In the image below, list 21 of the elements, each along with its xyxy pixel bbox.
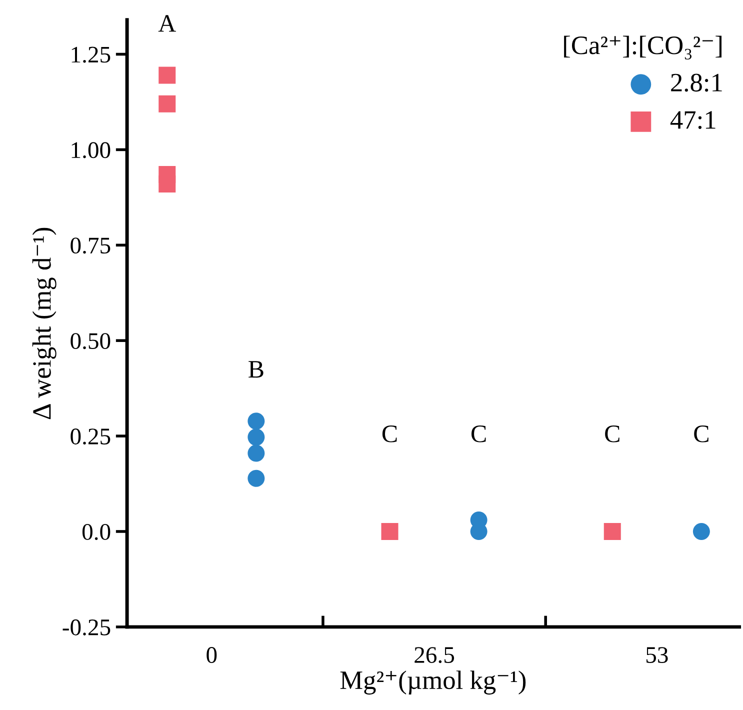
annotation: C [605, 425, 620, 442]
legend-label: 2.8:1 [671, 74, 722, 92]
x-tick-label: 53 [646, 647, 668, 663]
x-tick-label: 0 [206, 647, 217, 663]
annotation: A [158, 15, 176, 32]
y-tick-label: 1.00 [72, 142, 110, 158]
annotation: B [248, 361, 264, 378]
annotation: C [382, 425, 397, 442]
legend-title: [Ca²⁺]:[CO₃²⁻] [564, 36, 722, 60]
y-tick-label: -0.25 [62, 619, 110, 636]
y-axis-title: Δ weight (mg d⁻¹) [32, 228, 56, 420]
x-axis-title: Mg²⁺(µmol kg⁻¹) [340, 670, 526, 695]
legend-label: 47:1 [670, 111, 716, 129]
y-tick-label: 0.50 [70, 333, 110, 350]
y-tick-label: 0.25 [70, 428, 110, 445]
x-tick-label: 26.5 [414, 647, 454, 664]
y-tick-label: 0.0 [82, 524, 110, 540]
y-tick-label: 0.75 [70, 238, 110, 254]
annotation: C [694, 425, 708, 442]
y-tick-label: 1.25 [72, 46, 110, 63]
annotation: C [472, 425, 486, 442]
